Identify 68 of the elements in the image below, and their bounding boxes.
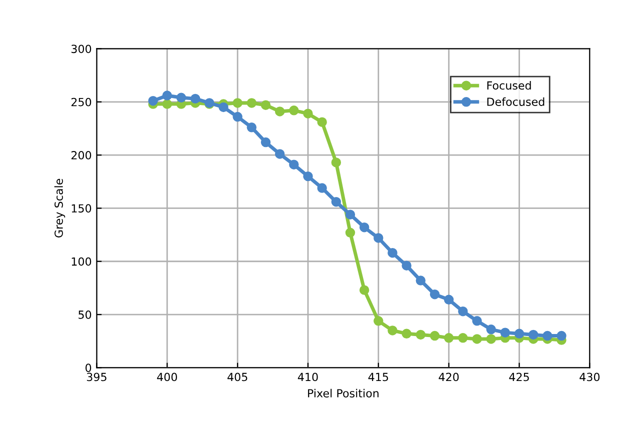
point xyxy=(260,100,271,110)
x-tick-label: 405 xyxy=(228,372,248,382)
point xyxy=(317,183,327,193)
point xyxy=(388,326,398,336)
point xyxy=(486,324,496,334)
point xyxy=(458,306,468,316)
point xyxy=(472,334,482,344)
point xyxy=(274,106,285,116)
point xyxy=(514,328,524,339)
point xyxy=(374,316,384,326)
x-axis-title: Pixel Position xyxy=(308,388,378,398)
point xyxy=(542,330,552,341)
point xyxy=(444,333,454,343)
y-tick-label: 100 xyxy=(72,257,92,266)
x-tick-label: 400 xyxy=(157,372,178,382)
point xyxy=(359,222,370,232)
point xyxy=(472,316,482,326)
point xyxy=(289,160,299,170)
point xyxy=(486,334,496,344)
point xyxy=(331,196,342,207)
point xyxy=(374,233,384,243)
point xyxy=(246,122,257,132)
point xyxy=(317,117,327,127)
point xyxy=(359,285,370,295)
y-tick-label: 200 xyxy=(71,151,92,160)
point xyxy=(458,333,468,343)
point xyxy=(416,330,426,340)
point xyxy=(345,228,356,238)
point xyxy=(176,92,186,102)
point xyxy=(388,248,398,258)
point xyxy=(274,149,285,159)
point xyxy=(232,98,242,108)
y-tick-label: 0 xyxy=(86,364,92,372)
y-tick-label: 250 xyxy=(71,98,92,106)
y-axis-title: Grey Scale xyxy=(54,178,66,238)
point xyxy=(246,98,257,108)
y-tick-label: 300 xyxy=(72,44,92,54)
legend-label: Defocused xyxy=(487,97,544,106)
point xyxy=(162,99,172,109)
point xyxy=(430,330,440,341)
point xyxy=(303,108,313,118)
point xyxy=(402,328,412,339)
point xyxy=(500,328,510,338)
point xyxy=(289,106,299,116)
x-tick-label: 410 xyxy=(298,372,318,382)
point xyxy=(260,137,271,148)
point xyxy=(402,260,412,270)
y-tick-label: 150 xyxy=(72,204,92,213)
point xyxy=(148,96,158,106)
point xyxy=(303,171,313,182)
point xyxy=(528,330,538,340)
point xyxy=(162,90,172,100)
point xyxy=(444,294,454,305)
point xyxy=(556,330,566,341)
y-tick-label: 50 xyxy=(78,310,92,319)
x-tick-label: 425 xyxy=(509,372,529,382)
legend-label: Focused xyxy=(487,81,531,90)
x-tick-label: 395 xyxy=(86,372,106,382)
x-tick-label: 430 xyxy=(580,372,600,382)
point xyxy=(430,289,440,300)
point xyxy=(232,112,242,122)
x-tick-label: 420 xyxy=(438,372,459,382)
point xyxy=(345,210,356,220)
point xyxy=(190,94,200,104)
point xyxy=(416,276,426,286)
point xyxy=(218,102,228,112)
x-tick-label: 415 xyxy=(368,372,388,382)
point xyxy=(331,158,342,168)
